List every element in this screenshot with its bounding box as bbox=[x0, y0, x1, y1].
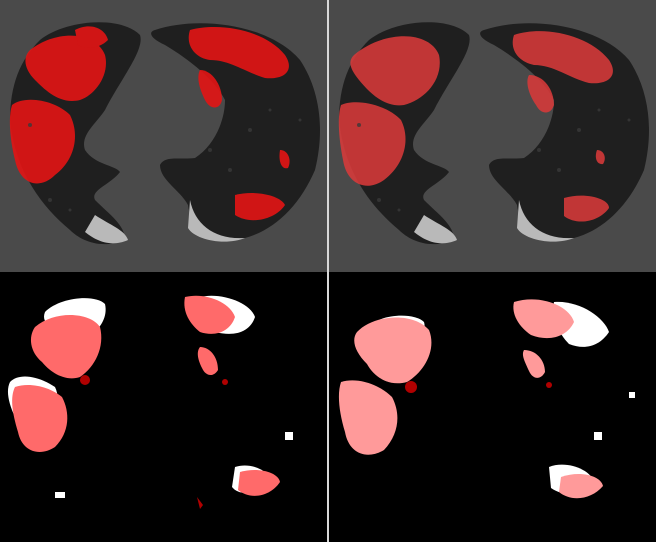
ct-slice-image bbox=[338, 22, 649, 245]
mask-panel-left bbox=[0, 272, 327, 542]
overlay-blobs-right bbox=[512, 31, 613, 222]
mask-panel-right bbox=[329, 272, 656, 542]
pleura-right bbox=[517, 200, 574, 242]
pleura-left bbox=[414, 215, 457, 244]
ct-overlay-panel-right bbox=[329, 0, 656, 272]
ct-overlay-panel-left bbox=[0, 0, 327, 272]
segmentation-mask bbox=[338, 299, 635, 499]
overlay-blobs-right bbox=[188, 27, 290, 221]
mask-dark-red-regions bbox=[80, 375, 228, 509]
pleura-left bbox=[85, 215, 128, 244]
mask-dark-red-regions bbox=[405, 381, 552, 393]
overlay-blobs-left bbox=[338, 36, 440, 186]
lung-texture bbox=[28, 108, 302, 212]
segmentation-mask bbox=[7, 295, 293, 509]
lung-texture bbox=[357, 108, 631, 212]
mask-pink-regions bbox=[338, 299, 603, 499]
vertical-divider bbox=[327, 0, 329, 542]
overlay-blobs-left bbox=[9, 26, 108, 184]
mask-salmon-regions bbox=[12, 295, 280, 496]
ct-slice-image bbox=[9, 22, 320, 245]
pleura-right bbox=[188, 200, 245, 242]
